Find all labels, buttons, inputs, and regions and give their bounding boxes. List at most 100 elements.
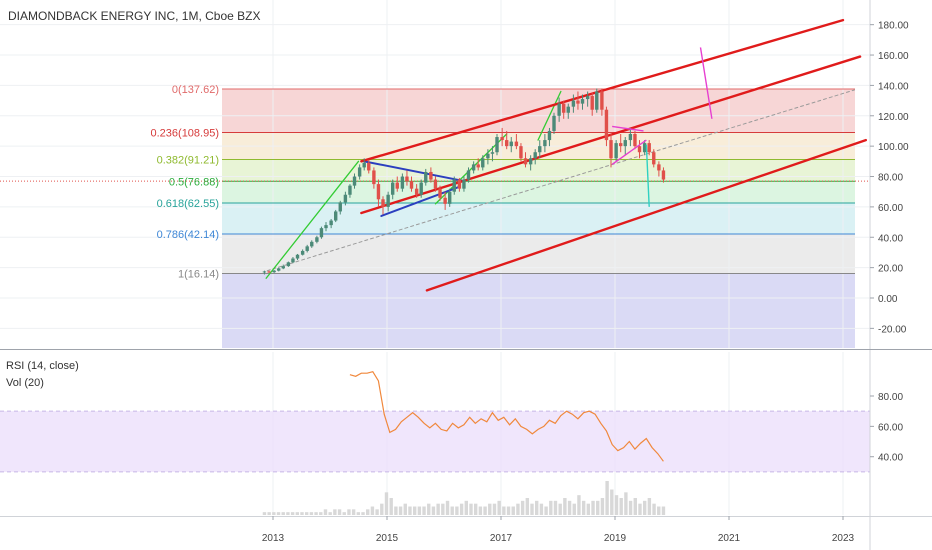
candle-body	[619, 143, 623, 147]
time-tick-label: 2019	[604, 533, 627, 544]
candle-body	[509, 141, 513, 147]
candle-body	[528, 158, 533, 165]
candle-body	[647, 143, 651, 153]
volume-bar	[351, 509, 356, 515]
candle-body	[429, 171, 433, 180]
volume-bar	[304, 512, 309, 515]
volume-bar	[511, 506, 515, 515]
volume-bar	[328, 512, 332, 515]
fib-label: 0.5(76.88)	[169, 176, 219, 188]
volume-bar	[652, 503, 656, 515]
candle-body	[519, 146, 523, 159]
volume-bar	[445, 500, 450, 515]
candle-body	[566, 106, 570, 113]
candle-body	[381, 199, 385, 207]
fib-label: 1(16.14)	[178, 268, 219, 280]
volume-label: Vol (20)	[6, 377, 44, 389]
volume-bar	[370, 506, 375, 515]
volume-bar	[427, 503, 431, 515]
grid-lines	[0, 0, 870, 515]
volume-bar	[361, 512, 365, 515]
candle-body	[357, 167, 362, 177]
candle-body	[543, 140, 547, 147]
volume-bar	[558, 503, 562, 515]
rsi-band	[0, 410, 870, 473]
volume-bar	[502, 506, 506, 515]
volume-bar	[619, 498, 623, 515]
volume-bar	[577, 495, 581, 515]
volume-bar	[455, 506, 459, 515]
volume-bar	[286, 512, 290, 515]
price-tick-label: 120.00	[878, 112, 909, 123]
volume-bar	[431, 506, 436, 515]
price-tick-label: 20.00	[878, 264, 903, 275]
volume-bar	[657, 506, 661, 515]
teal-arrow	[645, 144, 650, 207]
candle-body	[600, 91, 604, 110]
price-tick-label: 160.00	[878, 51, 909, 62]
magenta-arrow	[699, 47, 713, 119]
fib-label: 0.236(108.95)	[151, 128, 220, 140]
annotations	[611, 47, 713, 207]
volume-bar	[520, 500, 525, 515]
candle-body	[457, 179, 462, 189]
volume-bar	[276, 512, 281, 515]
fib-zone	[222, 89, 855, 133]
volume-bar	[638, 503, 642, 515]
candle-body	[414, 188, 419, 195]
volume-bar	[473, 503, 478, 515]
candle-body	[533, 152, 537, 159]
volume-bar	[506, 506, 511, 515]
volume-bar	[366, 509, 370, 515]
volume-bar	[624, 492, 628, 515]
candle-body	[580, 99, 585, 104]
candle-body	[448, 191, 452, 204]
rsi-label: RSI (14, close)	[6, 360, 79, 372]
candle-body	[490, 152, 495, 154]
volume-bar	[281, 512, 285, 515]
candle-body	[538, 146, 542, 153]
volume-bar	[586, 503, 591, 515]
volume-bar	[497, 500, 501, 515]
candle-body	[367, 162, 371, 171]
candle-body	[604, 109, 609, 141]
candle-body	[310, 241, 314, 247]
volume-bar	[525, 498, 530, 515]
volume-bar	[412, 506, 417, 515]
volume-bar	[403, 503, 407, 515]
price-tick-label: 180.00	[878, 21, 909, 32]
volume-bar	[394, 506, 398, 515]
fib-zone	[222, 273, 855, 348]
candle-series	[262, 88, 666, 275]
volume-bar	[422, 506, 426, 515]
rsi-series-line	[349, 371, 664, 462]
candle-body	[576, 100, 580, 104]
time-tick-label: 2015	[376, 533, 399, 544]
candle-body	[637, 146, 642, 153]
candle-body	[571, 100, 576, 107]
volume-bar	[591, 500, 595, 515]
fib-zone	[222, 234, 855, 274]
volume-bar	[314, 512, 318, 515]
volume-bar	[478, 506, 483, 515]
candle-body	[329, 220, 333, 226]
candle-body	[386, 194, 390, 207]
volume-bar	[596, 500, 600, 515]
price-axis-ticks: 180.00 160.00 140.00 120.00 100.00 80.00 60.00…	[870, 21, 909, 335]
candle-body	[424, 171, 428, 183]
candle-body	[405, 176, 409, 182]
candle-body	[419, 182, 423, 195]
candle-body	[376, 184, 381, 200]
volume-bar	[605, 481, 609, 515]
volume-bar	[600, 498, 605, 515]
candle-body	[277, 268, 281, 271]
volume-bar	[450, 506, 454, 515]
candle-body	[486, 153, 490, 159]
volume-bar	[469, 503, 473, 515]
candle-body	[500, 137, 504, 141]
candle-body	[262, 271, 267, 273]
volume-bar	[483, 506, 487, 515]
candle-body	[614, 143, 618, 159]
candle-body	[557, 103, 561, 116]
fib-label: 0.382(91.21)	[157, 154, 219, 166]
